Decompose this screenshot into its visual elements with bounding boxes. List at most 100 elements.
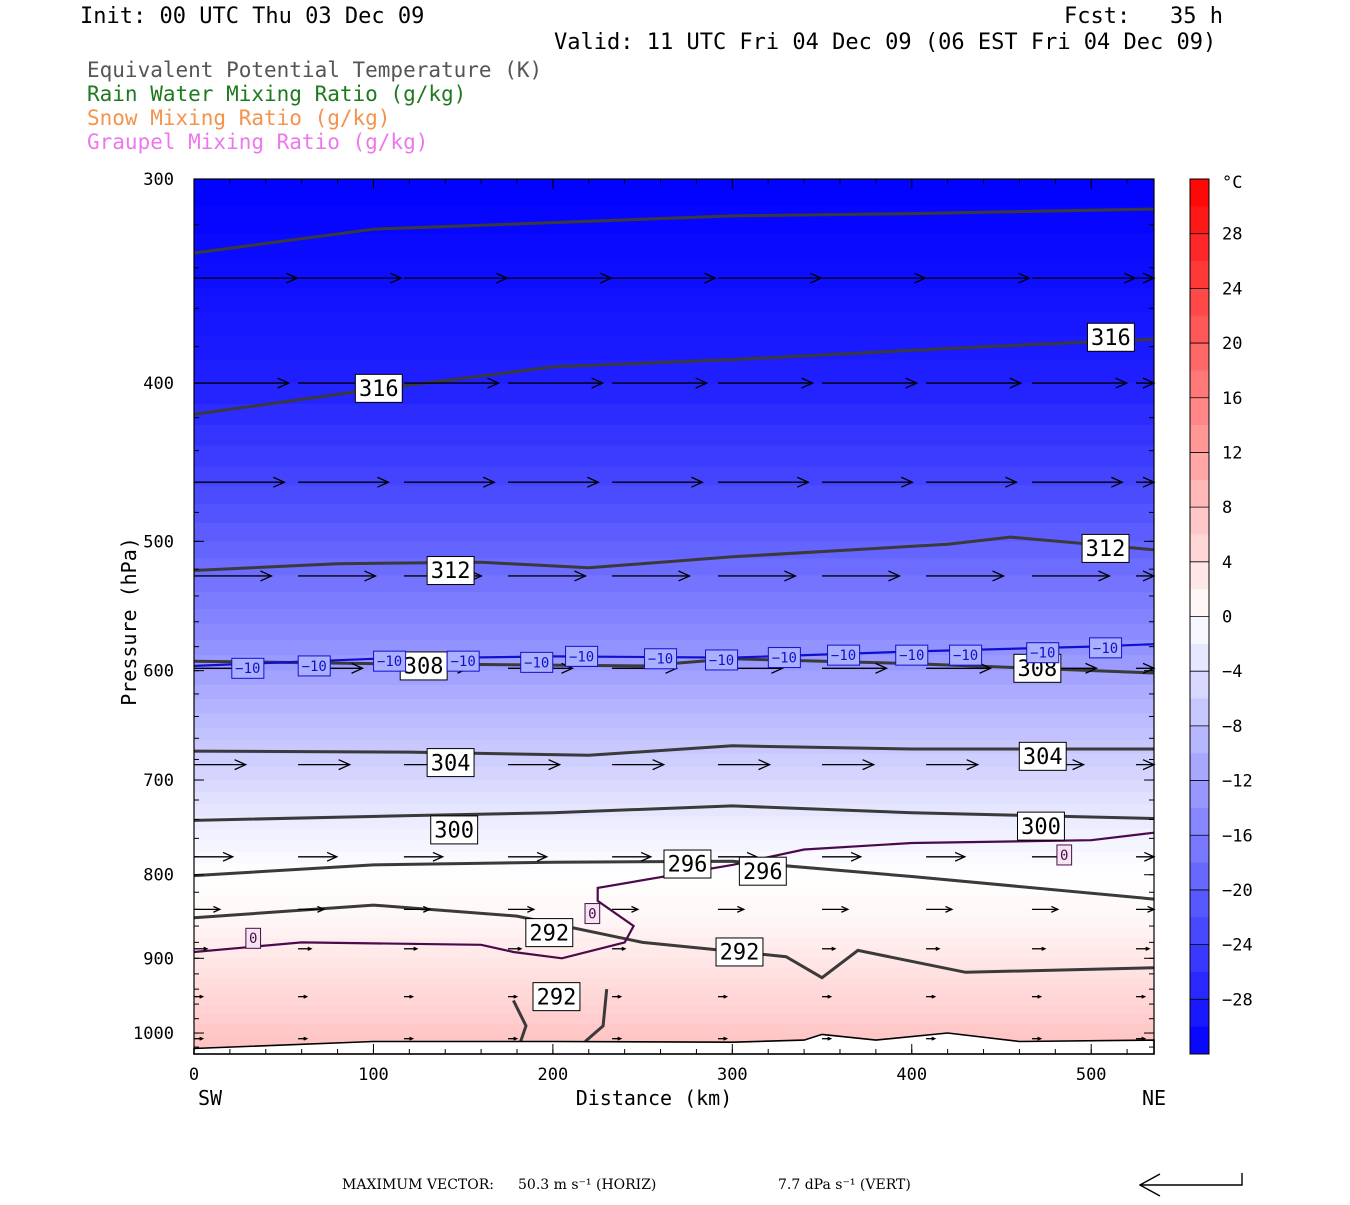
colorbar-unit: °C: [1222, 173, 1242, 193]
svg-text:−10: −10: [1093, 641, 1118, 657]
temperature-band: [194, 792, 1154, 806]
colorbar-swatch: [1190, 370, 1209, 399]
colorbar-swatch: [1190, 999, 1209, 1028]
colorbar-swatch: [1190, 534, 1209, 563]
contour-label-300: 300: [430, 815, 479, 845]
colorbar-tick-label: −28: [1222, 990, 1253, 1010]
colorbar-swatch: [1190, 862, 1209, 891]
field-label-rain: Rain Water Mixing Ratio (g/kg): [87, 82, 467, 106]
x-tick-label: 300: [717, 1065, 748, 1085]
wind-vector: [508, 946, 523, 951]
wind-vector: [1031, 570, 1111, 582]
colorbar-swatch: [1190, 343, 1209, 371]
wind-vector: [194, 377, 291, 389]
reference-vector-arrow: [1138, 1173, 1243, 1197]
x-tick-label: 400: [896, 1065, 927, 1085]
wind-vector: [822, 851, 863, 862]
theta-e-contour-300: [193, 804, 1155, 822]
theta-e-contour-304: [193, 744, 1154, 757]
wind-vector: [508, 905, 536, 913]
svg-text:0: 0: [249, 931, 257, 947]
wind-vector: [403, 994, 415, 999]
temperature-band: [194, 753, 1154, 768]
colorbar-tick-label: 24: [1222, 279, 1242, 299]
colorbar-tick-label: 20: [1222, 334, 1242, 354]
temperature-band: [194, 624, 1154, 641]
y-tick-label: 800: [143, 866, 174, 886]
svg-text:300: 300: [1021, 815, 1061, 840]
wind-vector: [926, 662, 993, 674]
colorbar-swatch: [1190, 616, 1209, 645]
colorbar-tick-label: −8: [1222, 717, 1242, 737]
temperature-band: [194, 713, 1154, 729]
temperature-band: [194, 967, 1154, 979]
wind-vector: [822, 994, 833, 999]
temperature-band: [194, 179, 1154, 207]
y-tick-label: 600: [143, 662, 174, 682]
temperature-band: [194, 541, 1154, 559]
colorbar-swatch: [1190, 561, 1209, 590]
wind-vector: [612, 1036, 623, 1041]
x-axis-label: Distance (km): [576, 1086, 733, 1110]
wind-vector: [298, 272, 403, 284]
svg-text:−10: −10: [451, 654, 476, 670]
contour-label-296: 296: [738, 856, 787, 886]
y-tick-label: 500: [143, 532, 174, 552]
wind-vector: [822, 570, 902, 582]
theta-e-contour-292: [512, 999, 528, 1042]
contour-label-292: 292: [532, 982, 581, 1012]
colorbar-swatch: [1190, 1026, 1209, 1055]
minus10-isotherm-label: −10: [949, 644, 983, 666]
colorbar-tick-label: −12: [1222, 772, 1253, 792]
wind-vector: [1136, 946, 1151, 951]
temperature-band: [194, 1023, 1154, 1034]
svg-text:0: 0: [1060, 848, 1068, 864]
svg-text:−10: −10: [709, 653, 734, 669]
y-axis-label: Pressure (hPa): [117, 537, 141, 706]
wind-vector: [194, 994, 205, 999]
colorbar-swatch: [1190, 944, 1209, 973]
colorbar-swatch: [1190, 315, 1209, 344]
wind-vector: [717, 994, 729, 999]
theta-e-contour-296: [193, 859, 1155, 901]
zero-isotherm: [193, 831, 1155, 960]
temperature-band: [194, 987, 1154, 998]
wind-vector: [403, 946, 419, 951]
x-tick-label: 0: [189, 1065, 199, 1085]
wind-vector: [403, 476, 496, 488]
temperature-band: [194, 288, 1154, 313]
svg-text:304: 304: [431, 751, 471, 776]
minus10-isotherm-label: −10: [895, 644, 929, 666]
contour-label-316: 316: [1086, 322, 1135, 352]
contour-label-316: 316: [354, 373, 403, 403]
wind-vector: [822, 662, 889, 674]
wind-vector: [717, 1036, 729, 1041]
wind-vector: [194, 272, 299, 284]
field-label-snow: Snow Mixing Ratio (g/kg): [87, 106, 391, 130]
wind-vector: [926, 851, 967, 862]
wind-vector: [1031, 476, 1124, 488]
wind-vector: [717, 570, 797, 582]
minus10-isotherm-label: −10: [1026, 642, 1060, 664]
x-tick-label: 200: [538, 1065, 569, 1085]
colorbar-tick-label: −4: [1222, 662, 1242, 682]
wind-vector: [194, 570, 273, 582]
temperature-band: [194, 938, 1154, 949]
contour-label-292: 292: [525, 918, 574, 948]
wind-vector: [298, 946, 313, 951]
svg-text:−10: −10: [648, 652, 673, 668]
wind-vector: [508, 851, 549, 862]
wind-vector: [508, 272, 613, 284]
wind-vector: [403, 1036, 415, 1041]
temperature-band: [194, 466, 1154, 486]
minus10-isotherm-label: −10: [231, 657, 265, 679]
wind-vector: [194, 851, 235, 862]
temperature-band: [194, 948, 1154, 959]
field-label-theta-e: Equivalent Potential Temperature (K): [87, 58, 543, 82]
wind-vector: [1031, 946, 1047, 951]
wind-vector: [822, 759, 876, 771]
x-tick-label: 100: [358, 1065, 389, 1085]
temperature-band: [194, 727, 1154, 742]
contour-label-304: 304: [1018, 741, 1067, 771]
temperature-band: [194, 312, 1154, 337]
